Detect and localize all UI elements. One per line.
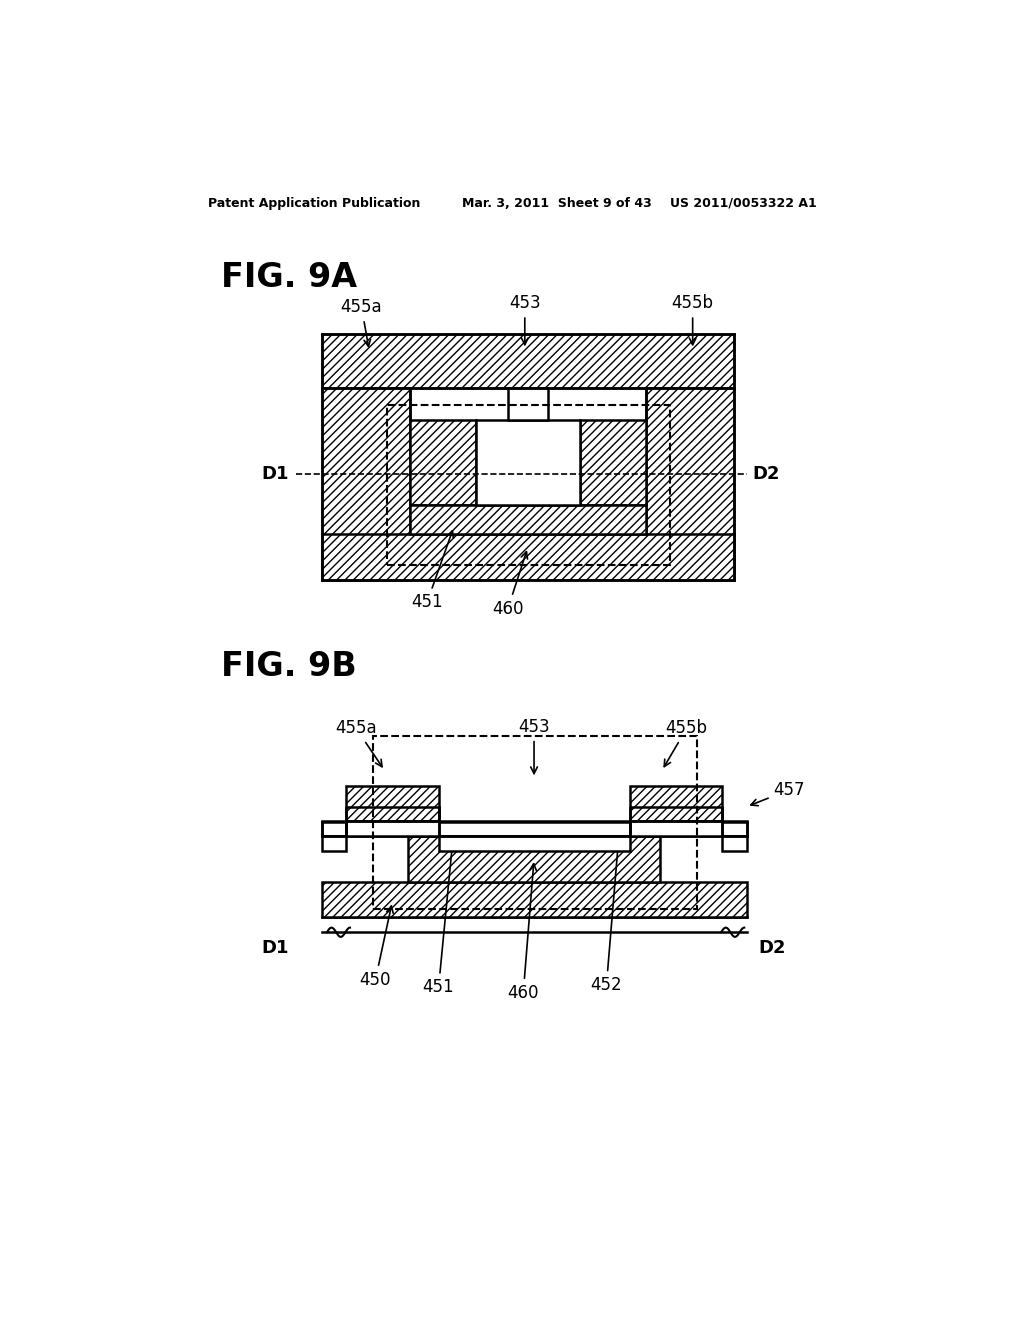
Bar xyxy=(322,836,346,851)
Bar xyxy=(630,785,722,821)
Text: Patent Application Publication: Patent Application Publication xyxy=(208,197,420,210)
Bar xyxy=(408,836,660,882)
Text: 455b: 455b xyxy=(672,294,714,345)
Bar xyxy=(322,535,734,581)
Text: D1: D1 xyxy=(261,465,289,483)
Bar xyxy=(438,836,630,851)
Bar xyxy=(508,388,548,420)
Text: 453: 453 xyxy=(518,718,550,774)
Text: 455a: 455a xyxy=(341,298,382,346)
Text: 451: 451 xyxy=(412,531,454,611)
Bar xyxy=(346,821,438,836)
Bar xyxy=(322,388,410,581)
Bar xyxy=(722,836,746,851)
Text: 450: 450 xyxy=(359,906,393,989)
Bar xyxy=(630,821,722,836)
Bar xyxy=(346,785,438,821)
Bar xyxy=(410,506,646,535)
Text: Mar. 3, 2011  Sheet 9 of 43: Mar. 3, 2011 Sheet 9 of 43 xyxy=(462,197,651,210)
Text: 455a: 455a xyxy=(335,719,382,767)
Bar xyxy=(373,737,696,909)
Bar xyxy=(322,334,734,388)
Text: D1: D1 xyxy=(261,939,289,957)
Bar xyxy=(475,420,581,506)
Bar xyxy=(387,405,670,565)
Text: 453: 453 xyxy=(509,294,541,345)
Text: 460: 460 xyxy=(508,863,539,1002)
Text: US 2011/0053322 A1: US 2011/0053322 A1 xyxy=(670,197,816,210)
Text: FIG. 9B: FIG. 9B xyxy=(221,651,357,684)
Text: FIG. 9A: FIG. 9A xyxy=(221,261,357,294)
Bar xyxy=(646,388,734,581)
Text: 455b: 455b xyxy=(665,719,708,767)
Bar xyxy=(322,821,746,836)
Text: 451: 451 xyxy=(423,833,456,997)
Text: 457: 457 xyxy=(751,781,805,805)
Text: D2: D2 xyxy=(753,465,780,483)
Text: D2: D2 xyxy=(758,939,785,957)
Text: 452: 452 xyxy=(591,833,623,994)
Bar xyxy=(322,882,746,917)
Bar xyxy=(581,420,646,506)
Bar xyxy=(410,420,475,506)
Text: 460: 460 xyxy=(493,552,527,618)
